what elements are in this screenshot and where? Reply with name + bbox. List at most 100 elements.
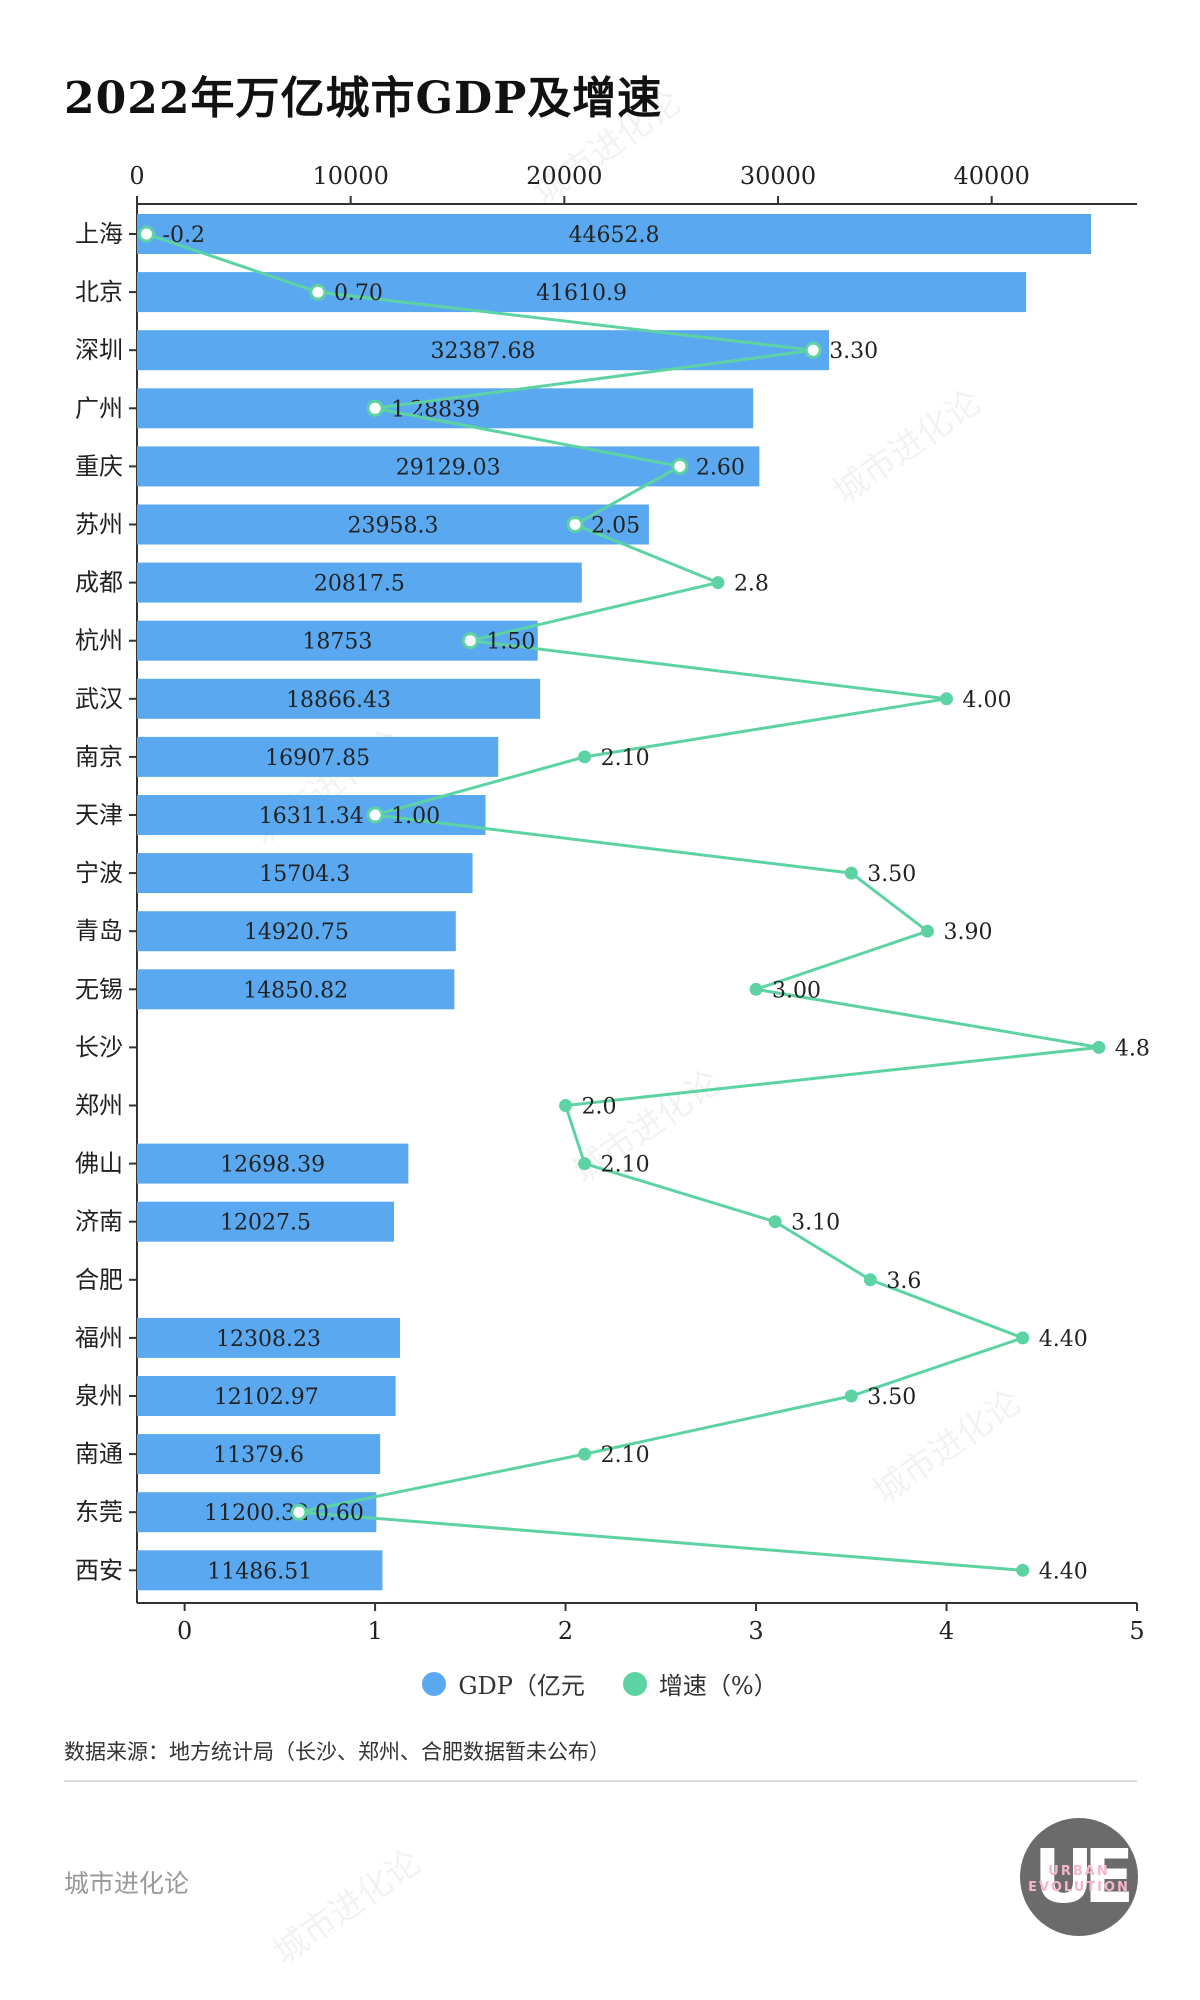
category-label: 福州 [75, 1324, 123, 1352]
gdp-bar [137, 562, 582, 603]
gdp-bar-label: 20817.5 [314, 572, 405, 597]
category-label: 武汉 [75, 685, 123, 713]
growth-label: 4.8 [1115, 1036, 1150, 1061]
gdp-bar-label: 29129.03 [396, 455, 501, 480]
gdp-bar-label: 18753 [302, 630, 372, 655]
growth-label: 3.6 [886, 1269, 921, 1294]
growth-label: 4.40 [1039, 1327, 1088, 1352]
gdp-bar-label: 16907.85 [265, 746, 370, 771]
category-label: 佛山 [75, 1150, 123, 1178]
growth-point [804, 341, 822, 359]
category-label: 无锡 [75, 975, 123, 1003]
growth-point [566, 516, 584, 533]
bottom-tick-label: 5 [1129, 1617, 1144, 1645]
gdp-bar [137, 272, 1027, 313]
growth-label: 3.10 [791, 1211, 840, 1236]
gdp-bar-label: 11379.6 [213, 1443, 304, 1468]
growth-label: 4.40 [1039, 1559, 1088, 1584]
growth-point [138, 225, 156, 243]
gdp-bar-label: 12308.23 [216, 1327, 321, 1352]
growth-label: 0.60 [315, 1501, 364, 1526]
category-label: 济南 [75, 1208, 123, 1236]
category-label: 上海 [75, 220, 123, 248]
growth-point [366, 806, 384, 824]
gdp-bar [137, 1143, 409, 1184]
gdp-bar-label: 32387.68 [431, 339, 536, 364]
gdp-bar [137, 969, 455, 1010]
watermark: 城市进化论 [265, 1842, 429, 1973]
category-label: 泉州 [75, 1382, 123, 1410]
category-label: 广州 [75, 394, 123, 422]
gdp-bar-label: 12698.39 [220, 1153, 325, 1178]
growth-point [671, 457, 689, 475]
legend-swatch-growth [622, 1671, 647, 1696]
top-tick-label: 20000 [526, 162, 602, 190]
category-label: 南通 [75, 1440, 123, 1468]
gdp-bar-label: 14920.75 [244, 920, 349, 945]
growth-point [768, 1215, 782, 1229]
growth-label: 2.05 [591, 514, 640, 539]
bottom-tick-label: 2 [558, 1617, 573, 1645]
gdp-bar-label: 44652.8 [569, 223, 660, 248]
legend-item-gdp[interactable]: GDP（亿元 [422, 1666, 585, 1701]
gdp-bar [137, 1376, 396, 1416]
gdp-bar [137, 214, 1092, 254]
divider [64, 1780, 1137, 1782]
growth-label: 2.10 [601, 1153, 650, 1178]
growth-point [559, 1099, 573, 1112]
growth-point [309, 283, 327, 301]
category-label: 成都 [75, 569, 123, 597]
category-label: 长沙 [75, 1033, 123, 1061]
bottom-tick-label: 1 [367, 1617, 382, 1645]
growth-label: 2.10 [601, 746, 650, 771]
category-label: 西安 [75, 1556, 123, 1584]
brand-logo: UE URBAN EVOLUTION [1020, 1818, 1138, 1936]
growth-point [578, 1157, 592, 1171]
growth-label: 3.50 [867, 1385, 916, 1410]
category-label: 杭州 [75, 627, 123, 655]
gdp-bar [137, 504, 649, 545]
gdp-bar-label: 16311.34 [259, 804, 364, 829]
growth-label: 3.00 [772, 978, 821, 1003]
footer-brand: 城市进化论 [64, 1869, 190, 1898]
growth-point [863, 1273, 877, 1287]
source-note: 数据来源：地方统计局（长沙、郑州、合肥数据暂未公布） [64, 1740, 610, 1764]
growth-point [711, 576, 725, 590]
growth-label: 3.50 [867, 862, 916, 887]
bottom-tick-label: 3 [748, 1617, 763, 1645]
growth-label: 2.10 [601, 1443, 650, 1468]
growth-point [290, 1503, 308, 1521]
gdp-bar [137, 1550, 383, 1591]
gdp-bar-label: 15704.3 [259, 862, 350, 887]
gdp-bar-label: 41610.9 [536, 281, 627, 306]
gdp-bar [137, 911, 456, 952]
gdp-bar-label: 18866.43 [286, 688, 391, 713]
category-label: 青岛 [75, 917, 123, 945]
gdp-bar [137, 853, 473, 894]
growth-point [461, 632, 479, 650]
growth-point [1016, 1563, 1030, 1577]
gdp-bar [137, 1201, 394, 1242]
growth-label: 3.30 [829, 339, 878, 364]
growth-line [146, 232, 1100, 1572]
growth-point [749, 982, 763, 996]
category-label: 南京 [75, 743, 123, 771]
logo-line2: EVOLUTION [1028, 1880, 1130, 1895]
gdp-bar-label: 12102.97 [214, 1385, 319, 1410]
growth-label: 2.8 [734, 572, 769, 597]
category-label: 北京 [75, 278, 123, 306]
category-label: 苏州 [75, 511, 123, 539]
growth-label: 1.00 [391, 804, 440, 829]
growth-label: 0.70 [334, 281, 383, 306]
growth-label: 3.90 [943, 920, 992, 945]
category-label: 深圳 [75, 336, 123, 364]
legend-label-gdp: GDP（亿元 [458, 1672, 585, 1700]
growth-point [844, 1389, 858, 1403]
top-tick-label: 40000 [954, 162, 1030, 190]
gdp-bar-label: 12027.5 [220, 1211, 311, 1236]
top-tick-label: 30000 [740, 162, 816, 190]
growth-point [1016, 1331, 1030, 1345]
growth-label: 2.0 [582, 1095, 617, 1120]
legend-item-growth[interactable]: 增速（%） [622, 1666, 778, 1701]
chart-svg: 0 10000 20000 30000 40000 0 1 2 3 4 5 上海 44652.8 北京 41… [75, 162, 1150, 1645]
